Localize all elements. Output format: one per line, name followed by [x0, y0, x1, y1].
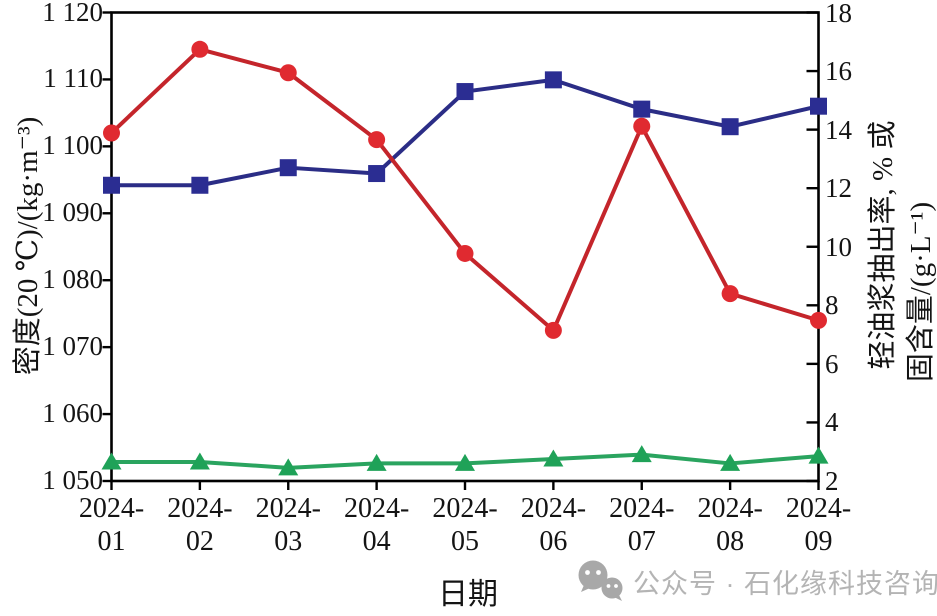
- green-triangle-series-point: [631, 445, 652, 463]
- x-axis-tick-label: 2024- 04: [343, 493, 410, 557]
- left-axis-tick-label: 1 100: [42, 130, 103, 161]
- red-circle-series-point: [279, 64, 297, 82]
- red-circle-series-point: [721, 285, 739, 303]
- green-triangle-series-point: [455, 453, 475, 471]
- x-axis-tick-label: 2024- 05: [432, 493, 498, 557]
- green-triangle-series-point: [366, 453, 387, 471]
- watermark: 公众号 · 石化缘科技咨询: [576, 560, 937, 602]
- right-axis-tick-label: 8: [825, 290, 839, 321]
- green-triangle-series-point: [278, 458, 299, 476]
- green-triangle-series-point: [808, 446, 829, 464]
- red-circle-series-point: [810, 311, 827, 329]
- plot-border: [110, 11, 820, 483]
- left-axis-tick-label: 1 070: [42, 331, 103, 362]
- x-axis-tick-label: 2024- 06: [520, 493, 587, 557]
- x-axis-tick-label: 2024- 09: [785, 493, 852, 557]
- green-triangle-series-point: [189, 452, 210, 470]
- left-axis-title: 密度(20 ℃)/(kg·m⁻³): [12, 116, 44, 376]
- right-axis-title-line1: 轻油浆抽出率, % 或: [867, 120, 899, 370]
- right-axis-tick-label: 16: [825, 56, 852, 87]
- blue-square-series-point: [368, 165, 386, 183]
- left-axis-tick-label: 1 050: [42, 465, 103, 495]
- left-axis-tick-label: 1 060: [42, 398, 103, 429]
- blue-square-series-point: [544, 71, 562, 89]
- blue-square-series-point: [633, 100, 651, 118]
- blue-square-series-point: [103, 176, 120, 194]
- left-axis-tick-label: 1 120: [42, 0, 103, 27]
- red-circle-series-point: [456, 244, 474, 262]
- x-axis-tick-label: 2024- 03: [255, 493, 321, 557]
- left-axis-tick-label: 1 110: [43, 63, 103, 94]
- x-axis-tick-label: 2024- 02: [167, 493, 233, 557]
- blue-square-series-point: [191, 176, 209, 194]
- green-triangle-series-point: [720, 453, 741, 471]
- right-axis-tick-label: 10: [825, 231, 852, 262]
- red-circle-series-point: [103, 124, 120, 142]
- green-triangle-series-point: [101, 452, 122, 470]
- x-axis-tick-label: 2024- 07: [609, 493, 675, 557]
- red-circle-series-point: [544, 321, 562, 339]
- red-circle-series-point: [633, 117, 651, 135]
- blue-square-series-point: [279, 159, 297, 177]
- right-axis-tick-label: 2: [825, 466, 839, 496]
- wechat-icon: [578, 560, 623, 601]
- right-axis-tick-label: 4: [825, 407, 839, 438]
- blue-square-series-point: [456, 83, 474, 101]
- right-axis-tick-label: 12: [825, 173, 852, 204]
- blue-square-series-point: [721, 118, 739, 136]
- x-axis-tick-label: 2024- 01: [78, 493, 145, 557]
- x-axis-title: 日期: [438, 578, 498, 611]
- right-axis-tick-label: 6: [825, 348, 839, 379]
- red-circle-series-point: [368, 131, 386, 149]
- green-triangle-series-point: [543, 449, 564, 467]
- watermark-text: 公众号 · 石化缘科技咨询: [633, 568, 937, 599]
- left-axis-tick-label: 1 090: [42, 197, 103, 228]
- red-circle-series-point: [191, 40, 209, 58]
- right-axis-title-line2: 固含量/(g·L⁻¹): [905, 201, 937, 383]
- x-axis-tick-label: 2024- 08: [697, 493, 763, 557]
- right-axis-tick-label: 14: [825, 114, 852, 145]
- right-axis-tick-label: 18: [825, 0, 852, 28]
- left-axis-tick-label: 1 080: [42, 264, 103, 295]
- blue-square-series-point: [810, 97, 827, 115]
